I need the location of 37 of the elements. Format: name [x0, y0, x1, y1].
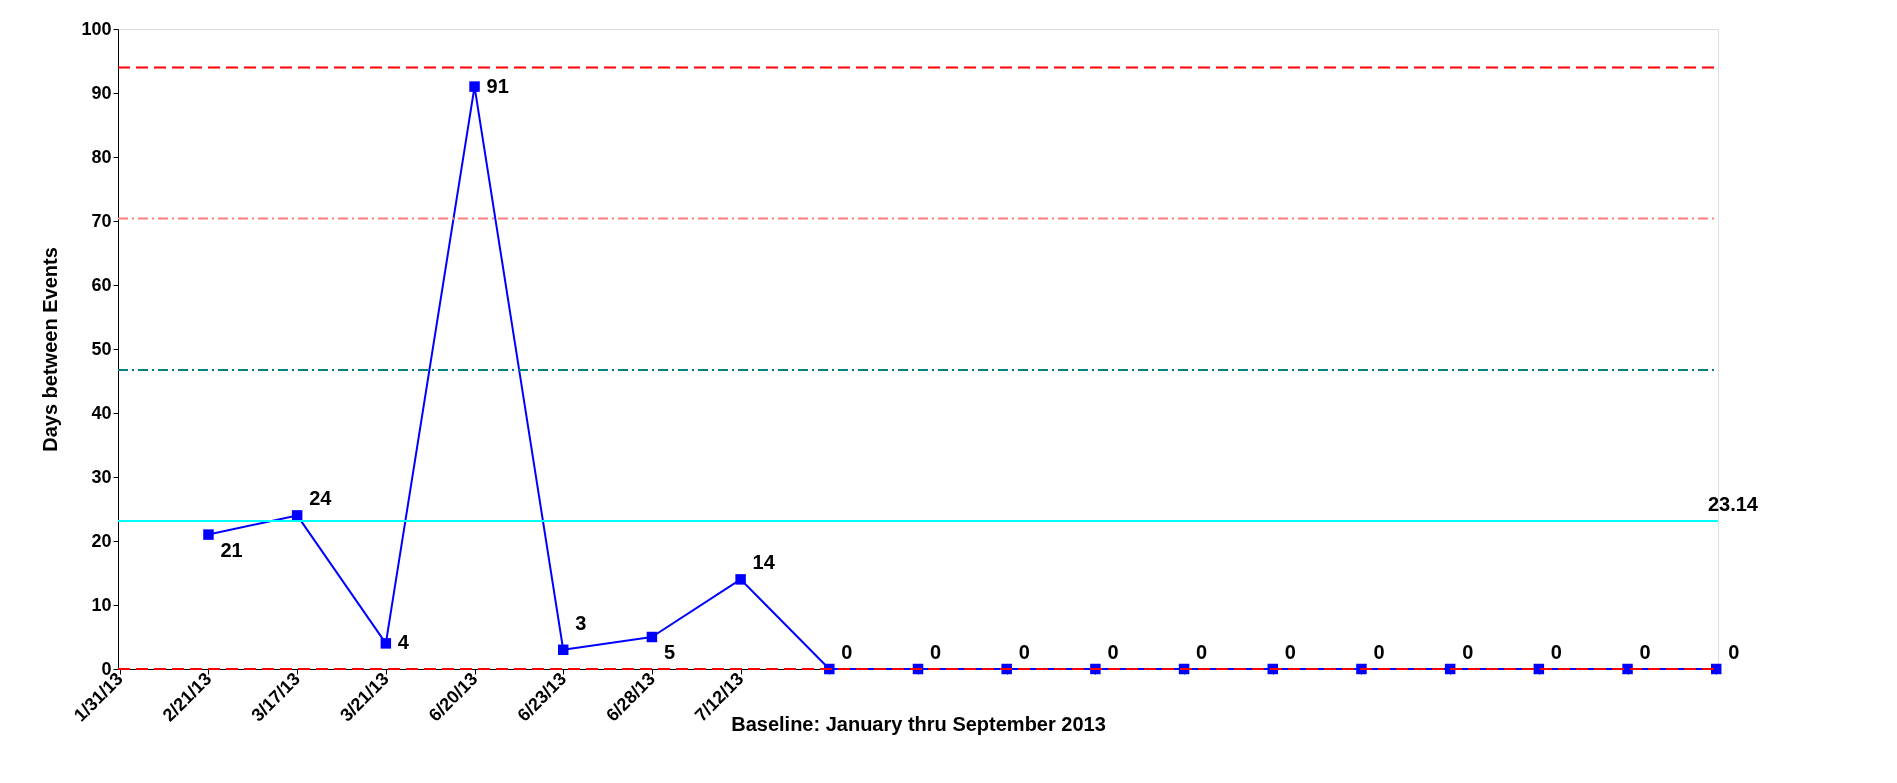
y-tick-label: 70 [91, 210, 112, 231]
y-tick-label: 80 [91, 146, 112, 167]
data-label: 0 [841, 641, 853, 663]
data-label: 0 [1284, 641, 1296, 663]
y-tick-label: 10 [91, 594, 112, 615]
point [469, 81, 480, 92]
ref-line-label: 23.14 [1707, 492, 1759, 515]
data-label: 4 [397, 631, 410, 654]
y-tick-label: 30 [91, 466, 112, 487]
data-label: 0 [930, 641, 942, 663]
data-label: 3 [575, 611, 587, 634]
point [557, 644, 569, 656]
y-axis-title: Days between Events [39, 247, 62, 452]
data-label: 21 [220, 538, 243, 561]
data-label: 0 [1196, 641, 1208, 663]
y-tick-label: 100 [81, 18, 112, 39]
data-label: 0 [1107, 641, 1119, 663]
y-tick-label: 40 [91, 402, 112, 423]
y-tick-label: 90 [91, 82, 112, 103]
data-label: 0 [1373, 641, 1385, 663]
data-label: 5 [663, 641, 676, 663]
point [646, 631, 658, 643]
point [380, 638, 392, 649]
data-label: 0 [1462, 641, 1474, 663]
y-tick-label: 50 [91, 338, 112, 359]
data-label: 0 [1639, 641, 1651, 663]
point [735, 574, 746, 585]
point [291, 510, 303, 521]
data-label: 91 [486, 74, 509, 97]
data-label: 0 [1550, 641, 1562, 663]
data-label: 0 [1728, 641, 1740, 663]
data-label: 14 [752, 551, 776, 574]
point [203, 529, 214, 540]
data-label: 0 [1018, 641, 1030, 663]
y-tick-label: 20 [91, 530, 112, 551]
data-label: 24 [309, 487, 333, 510]
y-tick-label: 60 [91, 274, 112, 295]
